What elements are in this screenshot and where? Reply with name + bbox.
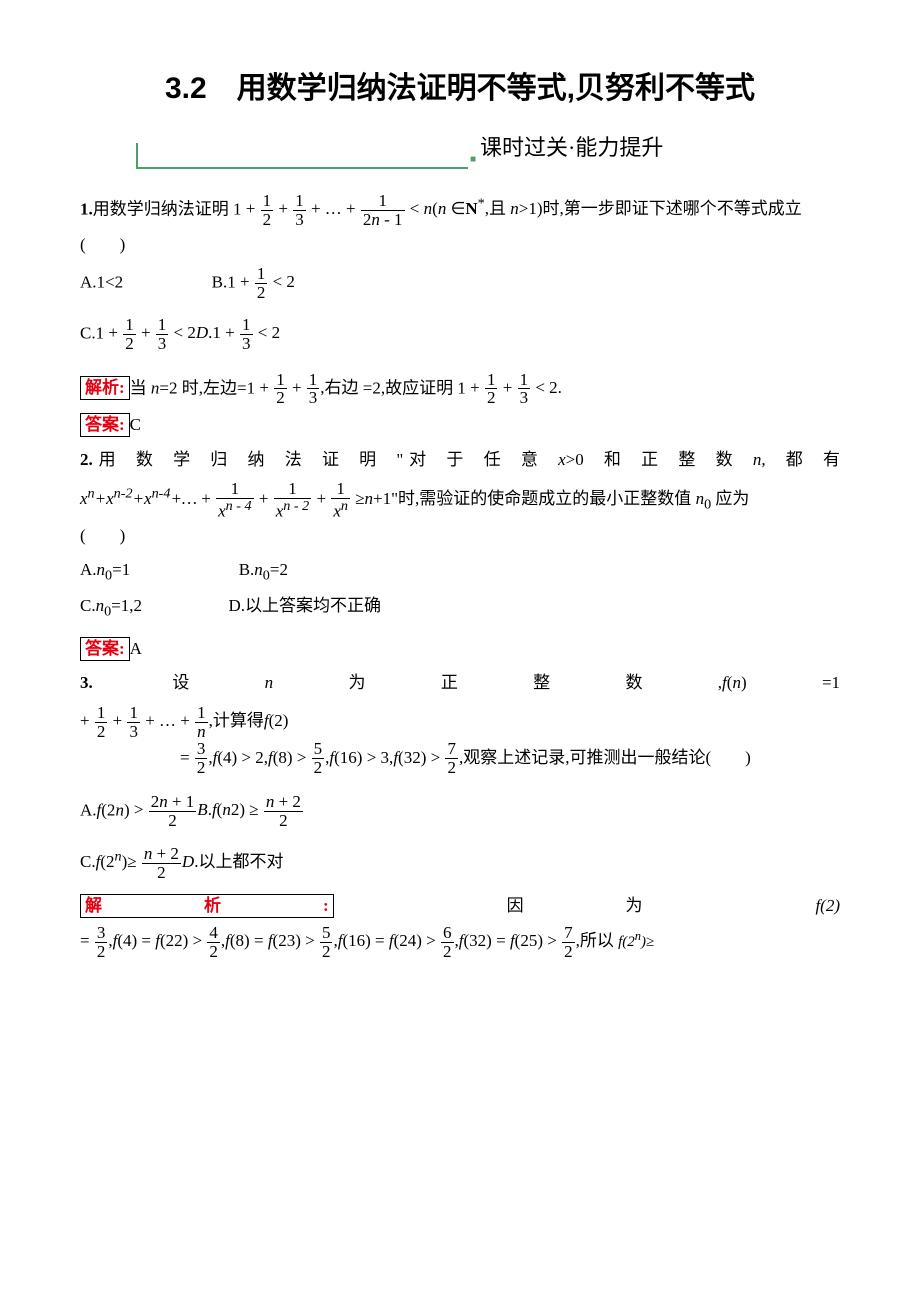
q1-options: A.1<2 B.1 + 12 < 2 C.1 + 12 + 13 < 2D.1 … xyxy=(80,265,840,352)
q1-ana-frac2: + 12 + 13 < 2. xyxy=(470,378,562,397)
q1-answer: 答案:C xyxy=(80,409,840,441)
q2-fracs: + 1xn - 4 + 1xn - 2 + 1xn xyxy=(201,489,355,508)
q3-optC-frac: n + 22D.以上都不对 xyxy=(141,852,284,871)
q3-ana-end: f(2) xyxy=(815,890,840,922)
q3-options: A.f(2n) > 2n + 12B.f(n2) ≥ n + 22 C.f(2n… xyxy=(80,793,840,882)
q3-text1: 设 n 为 正 整 数 ,f(n) =1 xyxy=(103,673,840,692)
q1-optA: A.1<2 xyxy=(80,272,123,291)
q2-post: ≥n+1"时,需验证的使命题成立的最小正整数值 n0 应为 xyxy=(355,489,749,508)
q2-optA: A.n0=1 xyxy=(80,560,130,579)
q3-number: 3. xyxy=(80,673,93,692)
q1-analysis: 解析:当 n=2 时,左边=1 + 12 + 13,右边 =2,故应证明 1 +… xyxy=(80,371,840,408)
subtitle-text: 课时过关·能力提升 xyxy=(480,127,663,169)
q3-optA-frac: > 2n + 12B.f(n2) ≥ n + 22 xyxy=(134,800,304,819)
q3-ana-mid: 因 为 xyxy=(507,890,643,922)
q2-options: A.n0=1 B.n0=2 C.n0=1,2 D.以上答案均不正确 xyxy=(80,554,840,625)
analysis-label: 解析: xyxy=(80,376,130,400)
q1-number: 1. xyxy=(80,199,93,218)
question-3-line3: = 32,f(4) > 2,f(8) > 52,f(16) > 3,f(32) … xyxy=(80,740,840,777)
q2-optrow1: A.n0=1 B.n0=2 xyxy=(80,554,840,589)
green-horizontal-bar xyxy=(138,167,468,169)
q1-ans-val: C xyxy=(130,415,141,434)
q1-optB-frac: + 12 < 2 xyxy=(240,272,295,291)
question-1: 1.用数学归纳法证明 1 + 12 + 13 + … + 12n - 1 < n… xyxy=(80,191,840,261)
q1-opt-row2: C.1 + 12 + 13 < 2D.1 + 13 < 2 xyxy=(80,316,840,353)
q3-optC: C.f(2n)≥ xyxy=(80,852,137,871)
q1-opt-row1: A.1<2 B.1 + 12 < 2 xyxy=(80,265,840,302)
green-vertical-bar xyxy=(136,143,138,169)
q3-calc: = 32,f(4) > 2,f(8) > 52,f(16) > 3,f(32) … xyxy=(180,748,751,767)
question-3-line1: 3. 设 n 为 正 整 数 ,f(n) =1 xyxy=(80,667,840,699)
q2-answer: 答案:A xyxy=(80,633,840,665)
q3-optrow2: C.f(2n)≥ n + 22D.以上都不对 xyxy=(80,844,840,882)
analysis-label-3: 解 析 : xyxy=(80,894,334,918)
q3-series: + 12 + 13 + … + 1n,计算得f(2) xyxy=(80,711,288,730)
q3-ana-calc: = 32,f(4) = f(22) > 42,f(8) = f(23) > 52… xyxy=(80,931,618,950)
q2-optB: B.n0=2 xyxy=(239,560,288,579)
q1-ana-mid2: =2,故应证明 1 xyxy=(363,378,466,397)
q2-optD: D.以上答案均不正确 xyxy=(229,596,382,615)
page-title: 3.2 用数学归纳法证明不等式,贝努利不等式 xyxy=(80,60,840,117)
q1-optC-pre: C.1 xyxy=(80,323,104,342)
q1-text-pre: 用数学归纳法证明 1 xyxy=(93,199,242,218)
question-2-line1: 2. 用 数 学 归 纳 法 证 明 " 对 于 任 意 x>0 和 正 整 数… xyxy=(80,444,840,476)
q2-number: 2. xyxy=(80,450,93,469)
q2-text1: 用 数 学 归 纳 法 证 明 " 对 于 任 意 x>0 和 正 整 数 n,… xyxy=(99,450,840,469)
subtitle-bar: ■ 课时过关·能力提升 xyxy=(136,127,840,169)
q2-lhs: xn+xn-2+xn-4+… xyxy=(80,489,197,508)
question-2-line2: xn+xn-2+xn-4+… + 1xn - 4 + 1xn - 2 + 1xn… xyxy=(80,480,840,520)
q1-ana-pre: 当 n=2 时,左边=1 xyxy=(130,378,255,397)
q3-tail: f(2n)≥ xyxy=(618,934,654,950)
q2-optrow2: C.n0=1,2 D.以上答案均不正确 xyxy=(80,590,840,625)
q3-analysis-row2: = 32,f(4) = f(22) > 42,f(8) = f(23) > 52… xyxy=(80,924,840,961)
q1-series: + 12 + 13 + … + 12n - 1 < n(n xyxy=(246,199,451,218)
q2-ans-val: A xyxy=(130,639,142,658)
q3-analysis-row1: 解 析 : 因 为 f(2) xyxy=(80,890,840,922)
answer-label: 答案: xyxy=(80,413,130,437)
green-dot-icon: ■ xyxy=(470,150,476,169)
question-3-line2: + 12 + 13 + … + 1n,计算得f(2) xyxy=(80,704,840,741)
q3-optrow1: A.f(2n) > 2n + 12B.f(n2) ≥ n + 22 xyxy=(80,793,840,830)
q1-optB-pre: B.1 xyxy=(212,272,236,291)
q2-paren: ( ) xyxy=(80,520,840,552)
q3-optA: A.f(2n) xyxy=(80,800,130,819)
answer-label-2: 答案: xyxy=(80,637,130,661)
q1-optC-frac: + 12 + 13 < 2D.1 + 13 < 2 xyxy=(108,323,280,342)
q1-ana-frac1: + 12 + 13,右边 xyxy=(259,378,362,397)
q2-optC: C.n0=1,2 xyxy=(80,596,142,615)
